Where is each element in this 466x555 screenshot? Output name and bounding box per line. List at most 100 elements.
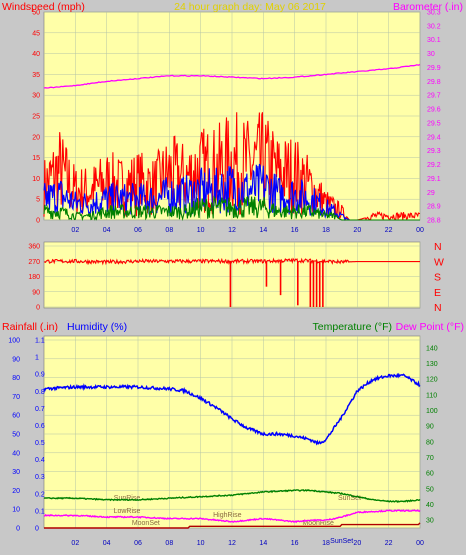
temperature-tick: 130: [426, 361, 438, 368]
barometer-tick: 30.2: [427, 23, 441, 30]
wind-x-tick: 10: [197, 227, 205, 234]
event-label: SunSet: [338, 495, 361, 502]
humidity-tick: 30: [12, 469, 20, 476]
barometer-tick: 29: [427, 190, 435, 197]
temperature-tick: 50: [426, 486, 434, 493]
windspeed-tick: 20: [32, 134, 40, 141]
rain-tick: 0.4: [35, 457, 45, 464]
barometer-tick: 29.8: [427, 79, 441, 86]
climate-x-tick: 06: [134, 540, 142, 547]
direction-line: [43, 257, 420, 266]
dew-point-label: Dew Point (°F): [396, 321, 464, 333]
barometer-tick: 28.8: [427, 218, 441, 225]
climate-series-line: [43, 372, 421, 446]
direction-series: [43, 257, 420, 307]
climate-panel: SunRise LowRise MoonSet HighRise MoonRise Sun…: [2, 321, 464, 547]
temperature-tick: 110: [426, 392, 437, 399]
wind-x-tick: 04: [103, 227, 111, 234]
barometer-tick: 29.1: [427, 176, 441, 183]
temperature-tick: 70: [426, 455, 434, 462]
temperature-tick: 90: [426, 424, 434, 431]
temperature-tick: 100: [426, 408, 438, 415]
climate-x-tick: 00: [416, 540, 424, 547]
temperature-axis: 30 40 50 60 70 80 90 100 110 120 130 140: [426, 345, 438, 524]
humidity-tick: 100: [8, 338, 20, 345]
rain-tick: 0.7: [35, 406, 45, 413]
wind-x-tick: 22: [385, 227, 393, 234]
direction-tick: 90: [32, 289, 40, 296]
barometer-tick: 29.2: [427, 162, 441, 169]
wind-x-tick: 12: [228, 227, 236, 234]
barometer-tick: 30: [427, 51, 435, 58]
temperature-tick: 80: [426, 439, 434, 446]
compass-label: N: [434, 241, 442, 253]
event-label: SunRise: [114, 495, 141, 502]
humidity-tick: 40: [12, 450, 20, 457]
barometer-label: Barometer (.in): [393, 1, 463, 13]
windspeed-tick: 15: [32, 155, 40, 162]
direction-tick: 270: [28, 259, 40, 266]
climate-x-tick: 02: [71, 540, 79, 547]
climate-x-tick: 10: [197, 540, 205, 547]
barometer-tick: 28.9: [427, 204, 441, 211]
direction-tick: 180: [28, 274, 40, 281]
climate-series-line: [44, 522, 421, 529]
wind-series: [43, 63, 421, 222]
event-label: MoonRise: [302, 520, 334, 527]
climate-x-tick: 20: [353, 540, 361, 547]
temperature-tick: 60: [426, 471, 434, 478]
rain-tick: 0: [35, 526, 39, 533]
windspeed-tick: 25: [32, 114, 40, 121]
rain-tick: 0.2: [35, 491, 45, 498]
event-label: LowRise: [114, 508, 141, 515]
rain-tick: 1: [35, 355, 39, 362]
wind-x-tick: 18: [322, 227, 330, 234]
wind-grid: [44, 11, 421, 221]
humidity-tick: 0: [16, 526, 20, 533]
rain-tick: 0.6: [35, 423, 45, 430]
climate-x-tick: 18: [322, 540, 330, 547]
windspeed-tick: 0: [36, 218, 40, 225]
climate-series-line: [43, 488, 421, 503]
climate-x-tick: 22: [385, 540, 393, 547]
wind-x-axis: 02 04 06 08 10 12 14 16 18 20 22 00: [71, 227, 424, 234]
barometer-tick: 30.3: [427, 10, 441, 17]
windspeed-label: Windspeed (mph): [2, 1, 85, 13]
climate-x-tick: 12: [228, 540, 236, 547]
rain-tick: 0.3: [35, 474, 45, 481]
humidity-tick: 10: [12, 507, 20, 514]
barometer-tick: 29.7: [427, 93, 441, 100]
rain-tick: 0.1: [35, 508, 45, 515]
page-title: 24 hour graph day: May 06 2017: [174, 1, 326, 13]
windspeed-tick: 50: [32, 10, 40, 17]
climate-x-tick: 14: [259, 540, 267, 547]
windspeed-tick: 35: [32, 72, 40, 79]
barometer-tick: 29.6: [427, 107, 441, 114]
astro-events: SunRise LowRise MoonSet HighRise MoonRise Sun…: [114, 495, 361, 545]
temperature-tick: 30: [426, 518, 434, 525]
compass-label: N: [434, 302, 442, 314]
event-label: HighRise: [213, 512, 242, 519]
barometer-tick: 29.5: [427, 120, 441, 127]
climate-series-line: [44, 509, 421, 524]
barometer-tick: 29.3: [427, 148, 441, 155]
temperature-tick: 40: [426, 502, 434, 509]
rain-axis: 0 0.1 0.2 0.3 0.4 0.5 0.6 0.7 0.8 0.9 1 1.1: [35, 338, 45, 533]
direction-tick: 360: [28, 244, 40, 251]
rain-tick: 0.8: [35, 389, 45, 396]
humidity-tick: 50: [12, 432, 20, 439]
humidity-tick: 90: [12, 356, 20, 363]
windspeed-tick: 45: [32, 30, 40, 37]
climate-x-tick: 04: [103, 540, 111, 547]
barometer-tick: 29.4: [427, 134, 441, 141]
compass-label: S: [434, 272, 441, 284]
climate-series: [43, 372, 421, 529]
humidity-axis: 0 10 20 30 40 50 60 70 80 90 100: [8, 338, 20, 533]
temperature-label: Temperature (°F): [313, 321, 392, 333]
rainfall-label: Rainfall (.in): [2, 321, 58, 333]
windspeed-tick: 30: [32, 93, 40, 100]
windspeed-tick: 5: [36, 197, 40, 204]
